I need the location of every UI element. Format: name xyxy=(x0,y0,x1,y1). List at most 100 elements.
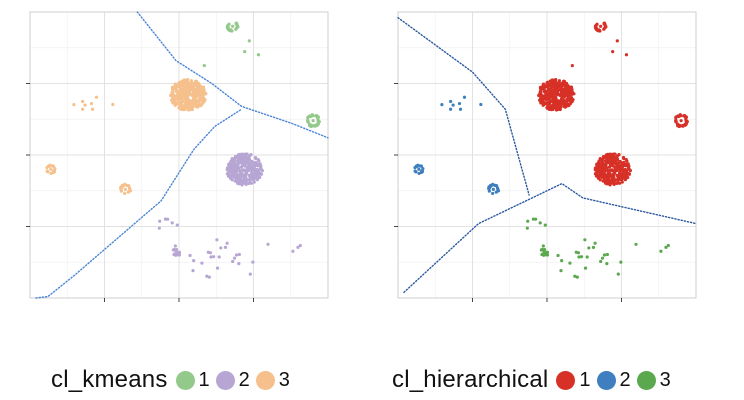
point-cluster-1 xyxy=(609,159,613,164)
point-cluster-3 xyxy=(187,91,192,95)
point-cluster-1 xyxy=(549,87,553,91)
legend-hierarchical-label-2: 2 xyxy=(619,368,631,391)
point-cluster-1 xyxy=(685,120,689,124)
point-cluster-3 xyxy=(183,97,187,101)
point-cluster-2 xyxy=(171,248,175,252)
point-cluster-3 xyxy=(183,107,187,112)
point-cluster-1 xyxy=(313,124,317,128)
point-cluster-3 xyxy=(556,253,560,258)
point-cluster-1 xyxy=(228,28,232,32)
points-kmeans xyxy=(45,21,321,279)
point-cluster-2 xyxy=(227,170,231,174)
point-cluster-3 xyxy=(203,98,207,102)
point-cluster-2 xyxy=(243,164,247,168)
point-cluster-3 xyxy=(172,94,176,98)
point-cluster-2 xyxy=(247,173,251,177)
point-cluster-3 xyxy=(178,106,182,110)
point-cluster-2 xyxy=(231,259,235,264)
point-cluster-1 xyxy=(553,95,558,99)
point-cluster-1 xyxy=(550,82,554,87)
point-cluster-1 xyxy=(604,158,608,163)
point-cluster-3 xyxy=(72,103,76,107)
panel-kmeans xyxy=(26,11,329,302)
point-cluster-1 xyxy=(600,173,604,177)
point-cluster-2 xyxy=(229,174,233,178)
point-cluster-2 xyxy=(243,159,248,163)
point-cluster-1 xyxy=(565,88,569,92)
point-cluster-1 xyxy=(600,161,604,165)
points-hierarchical xyxy=(413,21,689,279)
point-cluster-3 xyxy=(179,100,183,105)
point-cluster-1 xyxy=(542,87,546,91)
point-cluster-2 xyxy=(215,266,220,270)
point-cluster-3 xyxy=(545,253,550,257)
point-cluster-2 xyxy=(257,169,261,173)
point-cluster-2 xyxy=(418,164,422,168)
point-cluster-1 xyxy=(604,173,608,178)
point-cluster-1 xyxy=(541,101,545,105)
point-cluster-2 xyxy=(244,171,248,175)
point-cluster-2 xyxy=(175,223,179,227)
point-cluster-2 xyxy=(232,161,236,165)
point-cluster-2 xyxy=(491,191,495,196)
point-cluster-1 xyxy=(604,25,608,29)
point-cluster-2 xyxy=(209,255,213,259)
point-cluster-1 xyxy=(627,165,631,169)
point-cluster-2 xyxy=(259,172,263,176)
point-cluster-2 xyxy=(191,269,195,273)
point-cluster-2 xyxy=(170,221,174,225)
point-cluster-2 xyxy=(188,253,192,258)
point-cluster-2 xyxy=(158,219,162,223)
point-cluster-3 xyxy=(185,95,190,99)
point-cluster-1 xyxy=(551,107,555,112)
point-cluster-3 xyxy=(119,185,124,189)
point-cluster-3 xyxy=(184,79,189,83)
point-cluster-1 xyxy=(607,171,611,175)
point-cluster-1 xyxy=(538,99,542,103)
legend-kmeans-label-3: 3 xyxy=(278,368,290,391)
point-cluster-1 xyxy=(545,95,549,99)
legend-kmeans-swatch-2 xyxy=(215,370,235,390)
point-cluster-3 xyxy=(173,82,177,86)
point-cluster-1 xyxy=(570,63,574,68)
point-cluster-1 xyxy=(560,97,564,101)
point-cluster-1 xyxy=(624,53,629,57)
point-cluster-2 xyxy=(223,245,228,249)
point-cluster-2 xyxy=(227,162,231,166)
point-cluster-3 xyxy=(195,103,200,107)
point-cluster-1 xyxy=(614,166,619,171)
point-cluster-2 xyxy=(241,159,245,164)
point-cluster-2 xyxy=(487,189,491,193)
point-cluster-2 xyxy=(245,155,249,160)
point-cluster-1 xyxy=(562,93,566,97)
point-cluster-2 xyxy=(254,171,258,175)
point-cluster-3 xyxy=(111,102,115,107)
point-cluster-3 xyxy=(666,243,670,248)
point-cluster-3 xyxy=(585,255,589,259)
point-cluster-1 xyxy=(551,97,555,101)
point-cluster-2 xyxy=(462,95,467,99)
point-cluster-1 xyxy=(557,83,561,87)
point-cluster-1 xyxy=(544,98,548,102)
point-cluster-1 xyxy=(551,89,555,93)
point-cluster-2 xyxy=(248,272,252,276)
point-cluster-1 xyxy=(247,39,251,43)
point-cluster-3 xyxy=(599,259,603,264)
point-cluster-1 xyxy=(625,159,629,163)
point-cluster-3 xyxy=(198,85,202,89)
point-cluster-1 xyxy=(540,94,544,98)
point-cluster-2 xyxy=(449,99,453,104)
point-cluster-1 xyxy=(566,85,570,89)
point-cluster-2 xyxy=(174,250,178,254)
point-cluster-1 xyxy=(608,183,612,187)
point-cluster-1 xyxy=(617,181,621,185)
point-cluster-1 xyxy=(602,22,606,26)
point-cluster-3 xyxy=(526,219,530,223)
point-cluster-2 xyxy=(166,217,170,221)
legend-kmeans: cl_kmeans 1 2 3 xyxy=(51,364,296,396)
point-cluster-3 xyxy=(178,82,182,87)
point-cluster-2 xyxy=(237,156,241,160)
legend-hierarchical-item-2: 2 xyxy=(596,368,631,392)
point-cluster-1 xyxy=(603,167,607,171)
point-cluster-1 xyxy=(610,173,614,177)
